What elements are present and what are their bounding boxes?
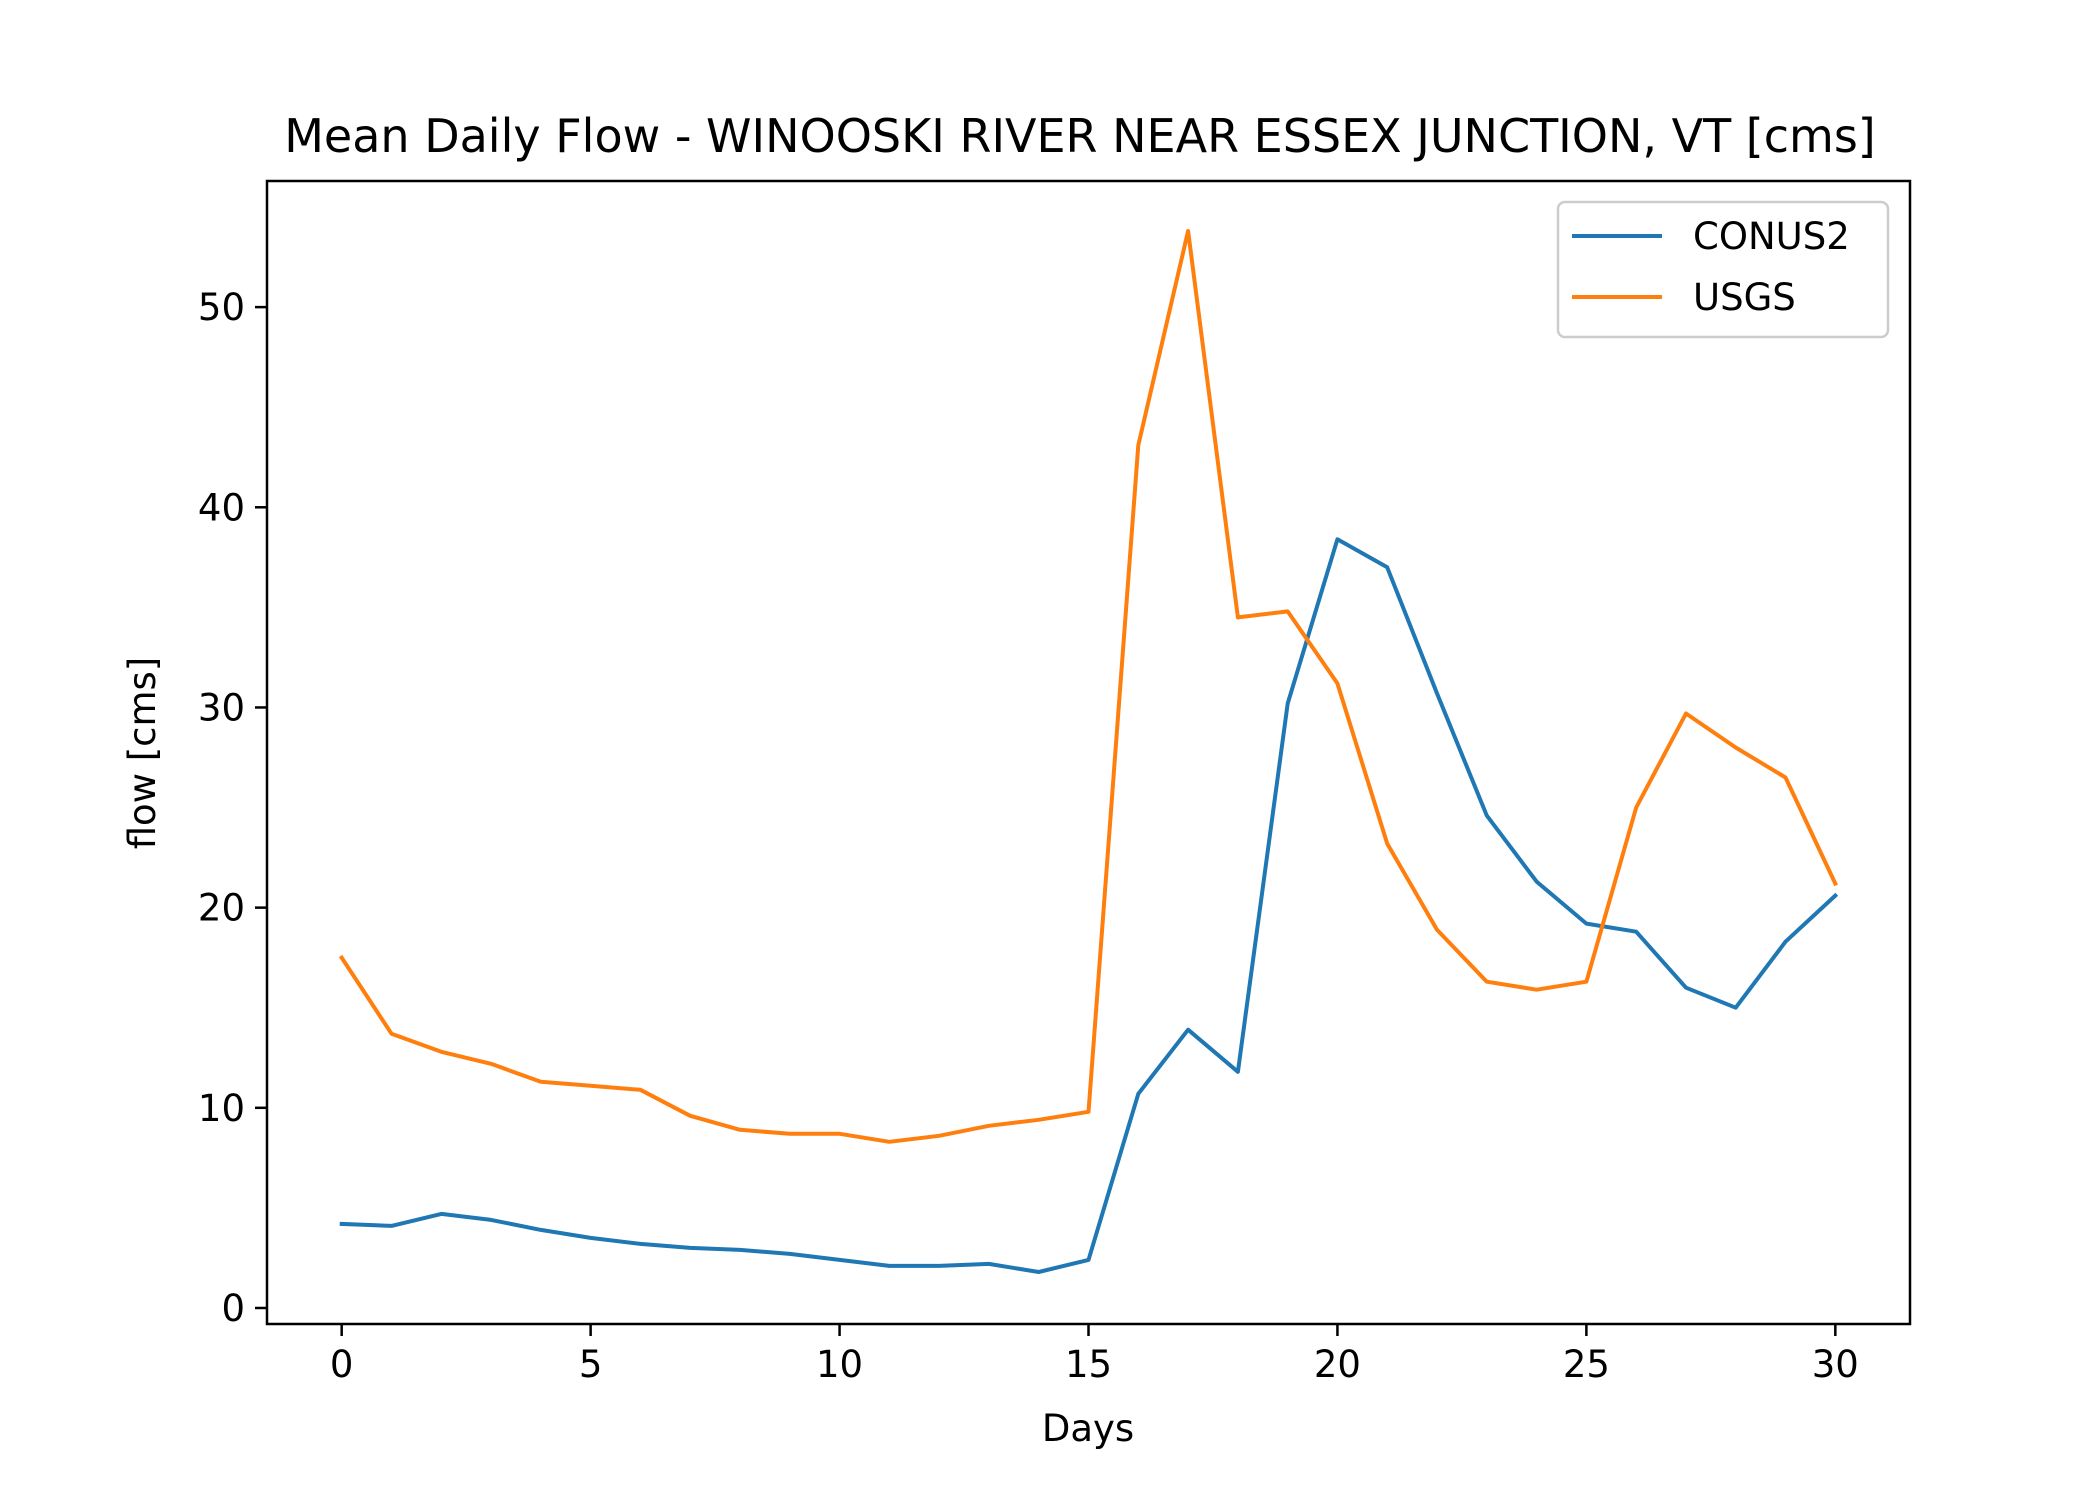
legend-items: CONUS2 USGS: [1572, 215, 1850, 319]
y-tick-label: 40: [198, 486, 245, 529]
x-tick-label: 15: [1065, 1343, 1112, 1386]
legend-label-conus2: CONUS2: [1693, 215, 1850, 258]
x-tick-label: 20: [1314, 1343, 1361, 1386]
y-axis-label: flow [cms]: [121, 657, 164, 850]
legend: CONUS2 USGS: [1556, 200, 1890, 339]
series-line-conus2: [339, 537, 1839, 1274]
x-tick-label: 10: [816, 1343, 863, 1386]
x-tick-label: 0: [330, 1343, 354, 1386]
y-tick-label: 0: [221, 1287, 245, 1330]
y-tick-label: 20: [198, 887, 245, 930]
x-axis-ticks: 0 5 10 15 20 25 30: [330, 1324, 1859, 1386]
series-line-usgs: [338, 229, 1838, 1144]
plot-area: [338, 229, 1839, 1274]
x-tick-label: 30: [1812, 1343, 1859, 1386]
y-tick-label: 30: [198, 686, 245, 729]
x-tick-label: 5: [579, 1343, 603, 1386]
x-axis-label: Days: [1042, 1407, 1134, 1450]
y-tick-label: 50: [198, 286, 245, 329]
y-tick-label: 10: [198, 1087, 245, 1130]
x-tick-label: 25: [1563, 1343, 1610, 1386]
legend-label-usgs: USGS: [1693, 276, 1796, 319]
chart-title: Mean Daily Flow - WINOOSKI RIVER NEAR ES…: [284, 109, 1876, 163]
y-axis-ticks: 0 10 20 30 40 50: [198, 286, 267, 1330]
